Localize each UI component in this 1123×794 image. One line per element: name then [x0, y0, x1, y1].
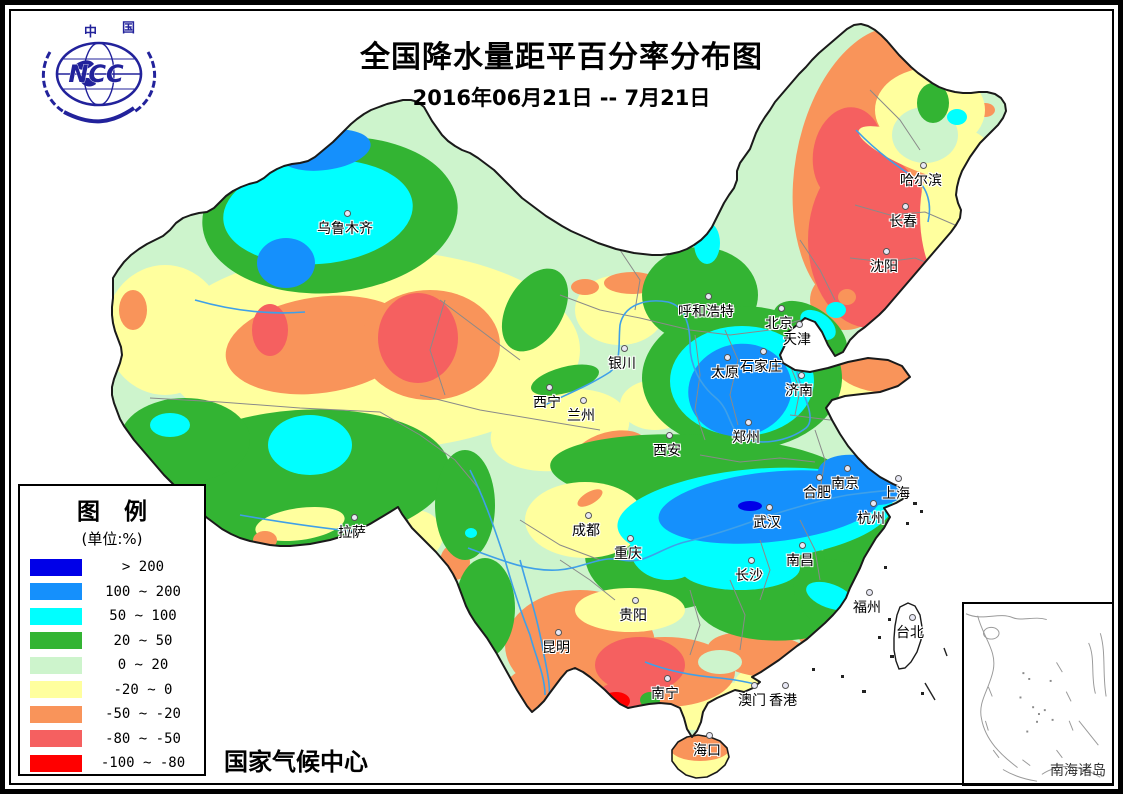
legend-item: 0 ~ 20 [20, 653, 204, 678]
hainan-island [671, 734, 730, 779]
ncc-logo: 中 国 NCC [41, 21, 157, 124]
legend-unit: (单位:%) [81, 530, 143, 548]
legend-range-label: -80 ~ -50 [105, 730, 181, 747]
legend-item: 100 ~ 200 [20, 580, 204, 605]
legend-color-swatch [30, 558, 82, 576]
legend-item: -100 ~ -80 [20, 751, 204, 776]
page-subtitle-daterange: 2016年06月21日 -- 7月21日 [412, 86, 711, 110]
legend-color-swatch [30, 705, 82, 723]
legend-item: -50 ~ -20 [20, 702, 204, 727]
island-dots [793, 502, 924, 705]
legend-range-label: 0 ~ 20 [117, 657, 169, 674]
legend-range-label: -50 ~ -20 [105, 706, 181, 723]
legend-color-swatch [30, 681, 82, 699]
legend-item: 50 ~ 100 [20, 604, 204, 629]
legend-rows: > 200 100 ~ 200 50 ~ 100 20 ~ 50 0 ~ 20 -20 ~… [20, 555, 204, 776]
legend-color-swatch [30, 632, 82, 650]
legend-range-label: 100 ~ 200 [105, 583, 181, 600]
inset-map-graphic [965, 613, 1107, 782]
legend-item: -80 ~ -50 [20, 727, 204, 752]
logo-char-left: 中 [84, 24, 97, 40]
legend-color-swatch [30, 656, 82, 674]
south-china-sea-inset: 南海诸岛 [962, 602, 1114, 786]
legend-color-swatch [30, 607, 82, 625]
agency-name: 国家气候中心 [224, 748, 368, 776]
province-borders [149, 89, 956, 656]
fill-regions [112, 24, 1006, 778]
legend-box: 图 例 (单位:%) > 200 100 ~ 200 50 ~ 100 20 ~ 50… [18, 484, 206, 776]
logo-char-right: 国 [122, 21, 135, 36]
sea-boundary-dashes [924, 647, 948, 701]
legend-range-label: 50 ~ 100 [109, 608, 177, 625]
legend-item: -20 ~ 0 [20, 678, 204, 703]
legend-color-swatch [30, 730, 82, 748]
legend-range-label: 20 ~ 50 [113, 632, 173, 649]
page-title: 全国降水量距平百分率分布图 [360, 40, 763, 75]
legend-color-swatch [30, 754, 82, 772]
legend-item: > 200 [20, 555, 204, 580]
inset-label: 南海诸岛 [1050, 763, 1106, 779]
legend-range-label: -100 ~ -80 [100, 755, 186, 772]
taiwan-island [893, 602, 923, 670]
china-outline [111, 23, 1007, 779]
legend-range-label: -20 ~ 0 [113, 681, 173, 698]
legend-title: 图 例 [76, 499, 155, 525]
legend-range-label: > 200 [121, 559, 165, 576]
rivers [194, 129, 931, 707]
legend-item: 20 ~ 50 [20, 629, 204, 654]
logo-acronym-text: NCC [68, 60, 124, 88]
legend-color-swatch [30, 583, 82, 601]
